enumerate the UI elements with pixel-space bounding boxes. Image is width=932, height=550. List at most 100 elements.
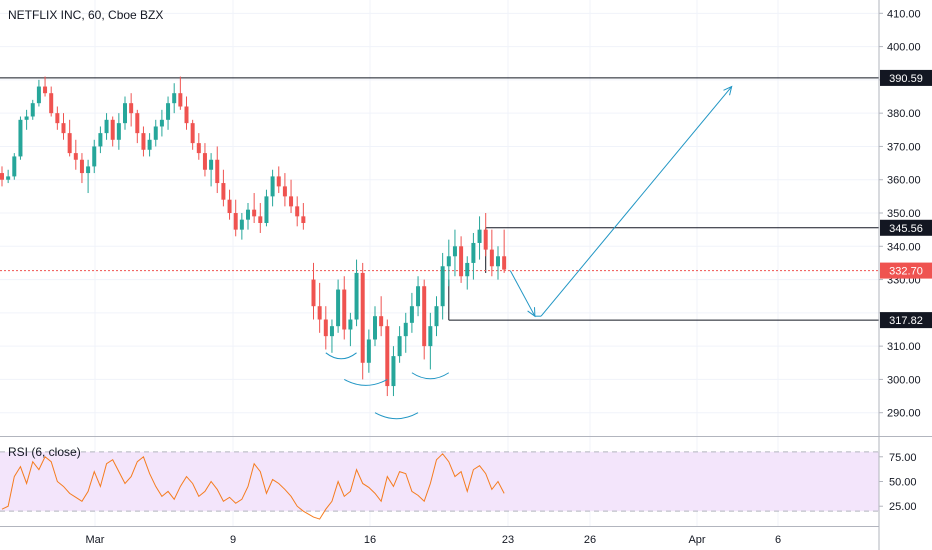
candle-body: [18, 119, 23, 157]
candle-body: [391, 356, 396, 387]
price-tag-label: 390.59: [889, 73, 923, 85]
time-tick-label: 23: [502, 534, 514, 546]
candle-body: [141, 133, 146, 150]
candle-body: [202, 153, 207, 170]
price-tag-bg: [880, 69, 932, 86]
candle-body: [409, 306, 414, 323]
horizontal-price-lines: [0, 77, 879, 321]
candle-body: [264, 196, 269, 223]
candle-body: [282, 186, 287, 197]
price-tick-label: 410.00: [887, 8, 921, 20]
price-tag-label: 317.82: [889, 315, 923, 327]
rsi-axis-ticks: 25.00 50.00 75.00: [879, 452, 917, 513]
rsi-line: [1, 453, 505, 520]
candle-body: [329, 326, 334, 337]
chart-title: NETFLIX INC, 60, Cboe BZX: [8, 8, 163, 22]
head-shoulders-arcs: [325, 352, 450, 420]
candle-body: [6, 176, 11, 180]
price-tick-label: 300.00: [887, 374, 921, 386]
shoulder-arc: [325, 352, 357, 360]
candle-body: [172, 93, 177, 104]
candle-body: [258, 216, 263, 223]
candle-body: [354, 272, 359, 320]
price-tag-bg: [880, 312, 932, 329]
shoulder-arc: [411, 372, 450, 380]
candle-body: [86, 166, 91, 174]
arrow-down: [509, 270, 536, 317]
price-tag-label: 332.70: [889, 266, 923, 278]
time-tick-label: Apr: [688, 534, 705, 546]
price-tag-bg: [880, 219, 932, 236]
candle-body: [159, 119, 164, 127]
candle-body: [348, 319, 353, 330]
candle-body: [178, 93, 183, 107]
vertical-grid: [94, 0, 779, 526]
rsi-tick-label: 50.00: [889, 477, 917, 489]
candle-body: [270, 176, 275, 197]
arrow-up: [540, 86, 733, 317]
rsi-tick-label: 25.00: [889, 501, 917, 513]
candle-body: [317, 306, 322, 320]
candle-body: [55, 113, 60, 124]
candle-body: [215, 159, 220, 184]
arrow-up-head: [723, 85, 733, 96]
candle-body: [496, 256, 500, 267]
candle-body: [459, 246, 464, 277]
candle-body: [452, 246, 457, 257]
time-tick-label: 6: [775, 534, 781, 546]
candle-body: [440, 266, 445, 307]
time-axis-ticks: Mar 9 16 23 26 Apr 6: [86, 534, 782, 546]
price-tick-label: 350.00: [887, 208, 921, 220]
candle-body: [360, 272, 365, 363]
candle-body: [110, 119, 115, 140]
candle-body: [221, 183, 226, 200]
candle-body: [123, 103, 127, 124]
candle-body: [422, 286, 427, 347]
candle-body: [252, 209, 257, 217]
candle-body: [190, 123, 195, 144]
rsi-title: RSI (6, close): [8, 445, 81, 459]
candle-body: [336, 289, 341, 327]
rsi-tick-label: 75.00: [889, 452, 917, 464]
candle-body: [79, 159, 84, 174]
time-tick-label: Mar: [86, 534, 105, 546]
candle-body: [397, 336, 402, 357]
shoulder-arc: [374, 412, 419, 420]
candlestick-series: [0, 76, 507, 397]
candle-body: [147, 139, 152, 150]
candle-body: [403, 322, 408, 337]
candle-body: [502, 256, 507, 270]
candle-body: [276, 176, 281, 187]
candle-body: [24, 116, 29, 120]
time-tick-label: 16: [364, 534, 376, 546]
candle-body: [477, 229, 482, 243]
price-tags: 390.59 345.56 332.70 317.82: [880, 69, 932, 329]
candle-body: [36, 86, 41, 104]
candle-body: [92, 146, 97, 167]
price-tag-label: 345.56: [889, 223, 923, 235]
price-tick-label: 340.00: [887, 241, 921, 253]
candle-body: [489, 249, 494, 267]
price-tick-label: 290.00: [887, 408, 921, 420]
candle-body: [129, 103, 134, 114]
candle-body: [67, 133, 72, 154]
candle-body: [465, 262, 470, 277]
candle-body: [428, 326, 433, 347]
price-tick-label: 370.00: [887, 141, 921, 153]
price-tag-bg: [880, 262, 932, 279]
candle-body: [366, 339, 371, 363]
candle-body: [323, 319, 328, 337]
candle-body: [184, 106, 189, 124]
candle-body: [43, 86, 48, 94]
candle-body: [446, 256, 451, 267]
rsi-band-fill: [0, 451, 879, 512]
candle-body: [301, 216, 306, 223]
candle-body: [239, 219, 244, 230]
candle-body: [289, 196, 294, 207]
candle-body: [471, 242, 476, 263]
time-tick-label: 9: [230, 534, 236, 546]
candle-body: [135, 113, 140, 134]
candle-body: [227, 199, 232, 214]
candle-body: [483, 229, 488, 250]
